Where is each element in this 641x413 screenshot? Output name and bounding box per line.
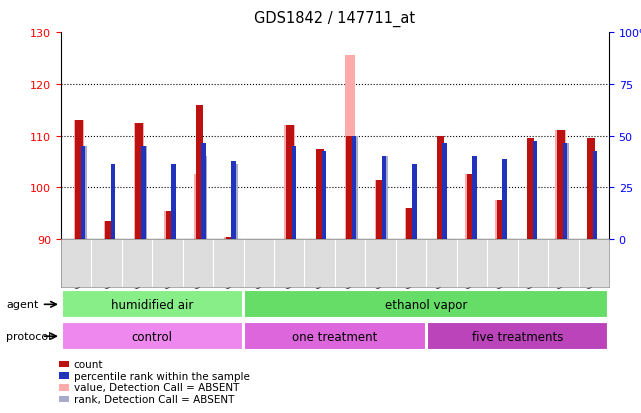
Bar	[194, 175, 204, 240]
Bar	[437, 136, 444, 240]
Bar	[81, 147, 85, 240]
Bar	[345, 56, 355, 240]
Bar	[233, 165, 238, 240]
Bar	[346, 136, 354, 240]
Bar	[593, 152, 597, 240]
Bar	[83, 147, 87, 240]
Bar	[375, 180, 385, 240]
Bar	[442, 144, 447, 240]
Bar	[226, 237, 233, 240]
Bar	[495, 201, 506, 240]
Bar	[527, 139, 535, 240]
Text: rank, Detection Call = ABSENT: rank, Detection Call = ABSENT	[74, 394, 234, 404]
Bar	[405, 209, 415, 240]
Text: GDS1842 / 147711_at: GDS1842 / 147711_at	[254, 10, 415, 26]
Bar	[62, 323, 243, 350]
Bar	[316, 149, 324, 240]
Bar	[285, 126, 295, 240]
Bar	[383, 157, 388, 240]
Text: one treatment: one treatment	[292, 330, 378, 343]
Bar	[104, 221, 114, 240]
Bar	[564, 144, 569, 240]
Text: control: control	[132, 330, 172, 343]
Bar	[376, 180, 384, 240]
Bar	[587, 139, 595, 240]
Text: protocol: protocol	[6, 331, 52, 342]
Bar	[244, 323, 426, 350]
Bar	[412, 165, 417, 240]
Bar	[203, 157, 208, 240]
Bar	[135, 123, 143, 240]
Text: agent: agent	[6, 299, 39, 310]
Bar	[497, 201, 504, 240]
Bar	[231, 162, 236, 240]
Bar	[111, 165, 115, 240]
Bar	[164, 211, 174, 240]
Bar	[196, 105, 203, 240]
Bar	[171, 165, 176, 240]
Bar	[74, 121, 84, 240]
Bar	[141, 147, 146, 240]
Bar	[224, 237, 235, 240]
Bar	[165, 211, 173, 240]
Bar	[382, 157, 387, 240]
Text: percentile rank within the sample: percentile rank within the sample	[74, 371, 249, 381]
Bar	[467, 175, 474, 240]
Bar	[503, 159, 507, 240]
Bar	[406, 209, 414, 240]
Text: humidified air: humidified air	[111, 298, 194, 311]
Text: value, Detection Call = ABSENT: value, Detection Call = ABSENT	[74, 382, 239, 392]
Bar	[556, 131, 566, 240]
Bar	[472, 157, 477, 240]
Bar	[105, 221, 113, 240]
Text: five treatments: five treatments	[472, 330, 563, 343]
Bar	[322, 152, 326, 240]
Bar	[62, 291, 243, 318]
Bar	[143, 147, 147, 240]
Bar	[286, 126, 294, 240]
Bar	[134, 123, 144, 240]
Text: count: count	[74, 359, 103, 369]
Bar	[352, 136, 356, 240]
Bar	[465, 175, 476, 240]
Bar	[557, 131, 565, 240]
Bar	[244, 291, 608, 318]
Bar	[75, 121, 83, 240]
Bar	[201, 144, 206, 240]
Bar	[292, 147, 296, 240]
Bar	[533, 141, 537, 240]
Bar	[354, 136, 358, 240]
Text: ethanol vapor: ethanol vapor	[385, 298, 467, 311]
Bar	[563, 144, 567, 240]
Bar	[427, 323, 608, 350]
